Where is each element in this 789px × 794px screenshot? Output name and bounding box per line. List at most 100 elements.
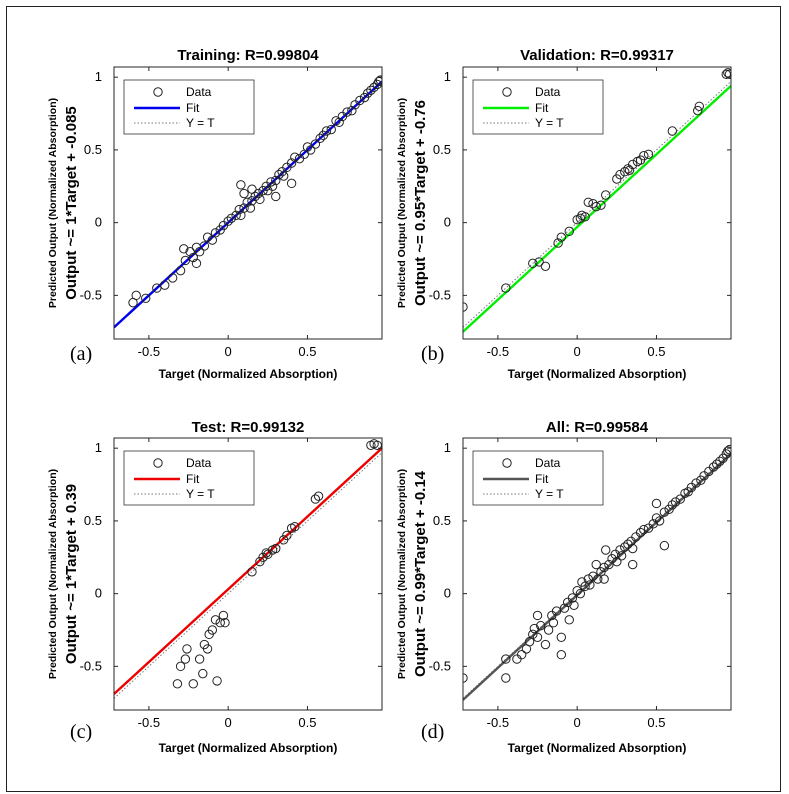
data-point bbox=[321, 126, 332, 136]
data-point bbox=[310, 494, 321, 504]
data-point bbox=[651, 513, 662, 523]
data-point bbox=[242, 197, 252, 207]
data-point bbox=[627, 543, 638, 554]
chart-panel-2: -0.5 0 0.5 -0.5 0 0.5 1 Validation: R=0.99317 Pr… bbox=[396, 47, 732, 381]
data-point bbox=[569, 600, 579, 610]
data-point bbox=[715, 456, 725, 466]
identity-line bbox=[114, 452, 382, 699]
data-point bbox=[305, 145, 316, 155]
data-point bbox=[278, 171, 289, 181]
data-point bbox=[580, 212, 590, 222]
data-point bbox=[210, 615, 221, 625]
data-point bbox=[355, 95, 365, 106]
data-point bbox=[708, 462, 719, 472]
x-tick-label: -0.5 bbox=[487, 344, 509, 359]
data-point bbox=[463, 673, 468, 683]
axes-box bbox=[462, 437, 732, 711]
data-point bbox=[724, 444, 731, 455]
data-point bbox=[180, 654, 191, 664]
x-tick-label: -0.5 bbox=[487, 715, 509, 730]
data-point bbox=[375, 75, 382, 85]
data-point bbox=[247, 184, 257, 194]
legend-identity-label: Y = T bbox=[535, 487, 564, 501]
plot-content bbox=[463, 444, 731, 701]
data-point bbox=[188, 679, 198, 689]
legend-data-label: Data bbox=[186, 85, 212, 99]
data-point bbox=[188, 252, 198, 263]
y-axis-label: Predicted Output (Normalized Absorption) bbox=[47, 469, 59, 679]
data-point bbox=[724, 69, 731, 79]
panel-tag: (b) bbox=[421, 343, 444, 365]
data-point bbox=[564, 226, 574, 237]
data-point bbox=[721, 69, 731, 79]
data-point bbox=[160, 280, 170, 290]
x-tick-label: 0.5 bbox=[298, 715, 316, 730]
y-tick-label: 1 bbox=[444, 69, 451, 84]
data-point bbox=[667, 126, 678, 136]
y-tick-label: 1 bbox=[95, 69, 102, 84]
data-point bbox=[372, 440, 382, 450]
data-point bbox=[651, 498, 662, 509]
y-tick-label: 0.5 bbox=[84, 142, 102, 157]
data-point bbox=[152, 283, 162, 293]
plot-content bbox=[114, 75, 382, 329]
data-point bbox=[599, 574, 609, 584]
data-point bbox=[226, 213, 237, 223]
data-point bbox=[266, 177, 276, 187]
legend-identity-label: Y = T bbox=[186, 116, 215, 130]
legend-fit-label: Fit bbox=[535, 101, 549, 115]
data-point bbox=[534, 257, 544, 267]
data-point bbox=[659, 507, 670, 517]
panel-tag: (c) bbox=[70, 721, 92, 743]
data-point bbox=[540, 261, 551, 271]
legend-data-marker bbox=[153, 87, 163, 97]
data-point bbox=[315, 133, 325, 143]
data-point bbox=[302, 142, 313, 152]
data-point bbox=[236, 180, 246, 190]
y-tick-label: 1 bbox=[95, 440, 102, 455]
data-point bbox=[712, 459, 722, 469]
data-point bbox=[175, 265, 186, 276]
y-tick-label: -0.5 bbox=[80, 287, 102, 302]
data-point bbox=[167, 273, 178, 283]
data-point bbox=[198, 668, 208, 679]
data-point bbox=[601, 545, 611, 555]
data-point bbox=[583, 197, 593, 207]
legend-data-marker bbox=[502, 458, 512, 468]
data-point bbox=[182, 644, 192, 654]
fit-equation-label: Output ~= 0.95*Target + -0.76 bbox=[412, 100, 429, 306]
data-point bbox=[271, 191, 281, 202]
y-tick-label: 0.5 bbox=[84, 513, 102, 528]
data-point bbox=[543, 625, 554, 635]
data-point bbox=[648, 519, 658, 529]
data-point bbox=[643, 149, 654, 159]
data-point bbox=[615, 169, 625, 180]
data-point bbox=[210, 228, 221, 238]
data-point bbox=[659, 540, 670, 551]
x-tick-label: 0.5 bbox=[647, 715, 665, 730]
plot-content bbox=[114, 439, 382, 699]
data-point bbox=[207, 625, 218, 635]
data-point bbox=[596, 200, 606, 210]
data-point bbox=[612, 556, 622, 567]
y-tick-label: -0.5 bbox=[80, 658, 102, 673]
data-point bbox=[635, 527, 646, 538]
x-tick-label: 0 bbox=[225, 715, 232, 730]
data-point bbox=[290, 152, 300, 162]
axes-box bbox=[462, 66, 732, 340]
data-point bbox=[261, 548, 271, 558]
data-point bbox=[627, 559, 638, 570]
data-point bbox=[202, 644, 213, 654]
data-point bbox=[556, 232, 567, 242]
panel-tag: (a) bbox=[70, 343, 92, 365]
data-point bbox=[567, 593, 578, 603]
legend-data-marker bbox=[153, 458, 163, 468]
data-point bbox=[245, 203, 256, 213]
data-point bbox=[363, 88, 373, 98]
legend-data-label: Data bbox=[186, 456, 212, 470]
y-tick-label: 0.5 bbox=[433, 513, 451, 528]
